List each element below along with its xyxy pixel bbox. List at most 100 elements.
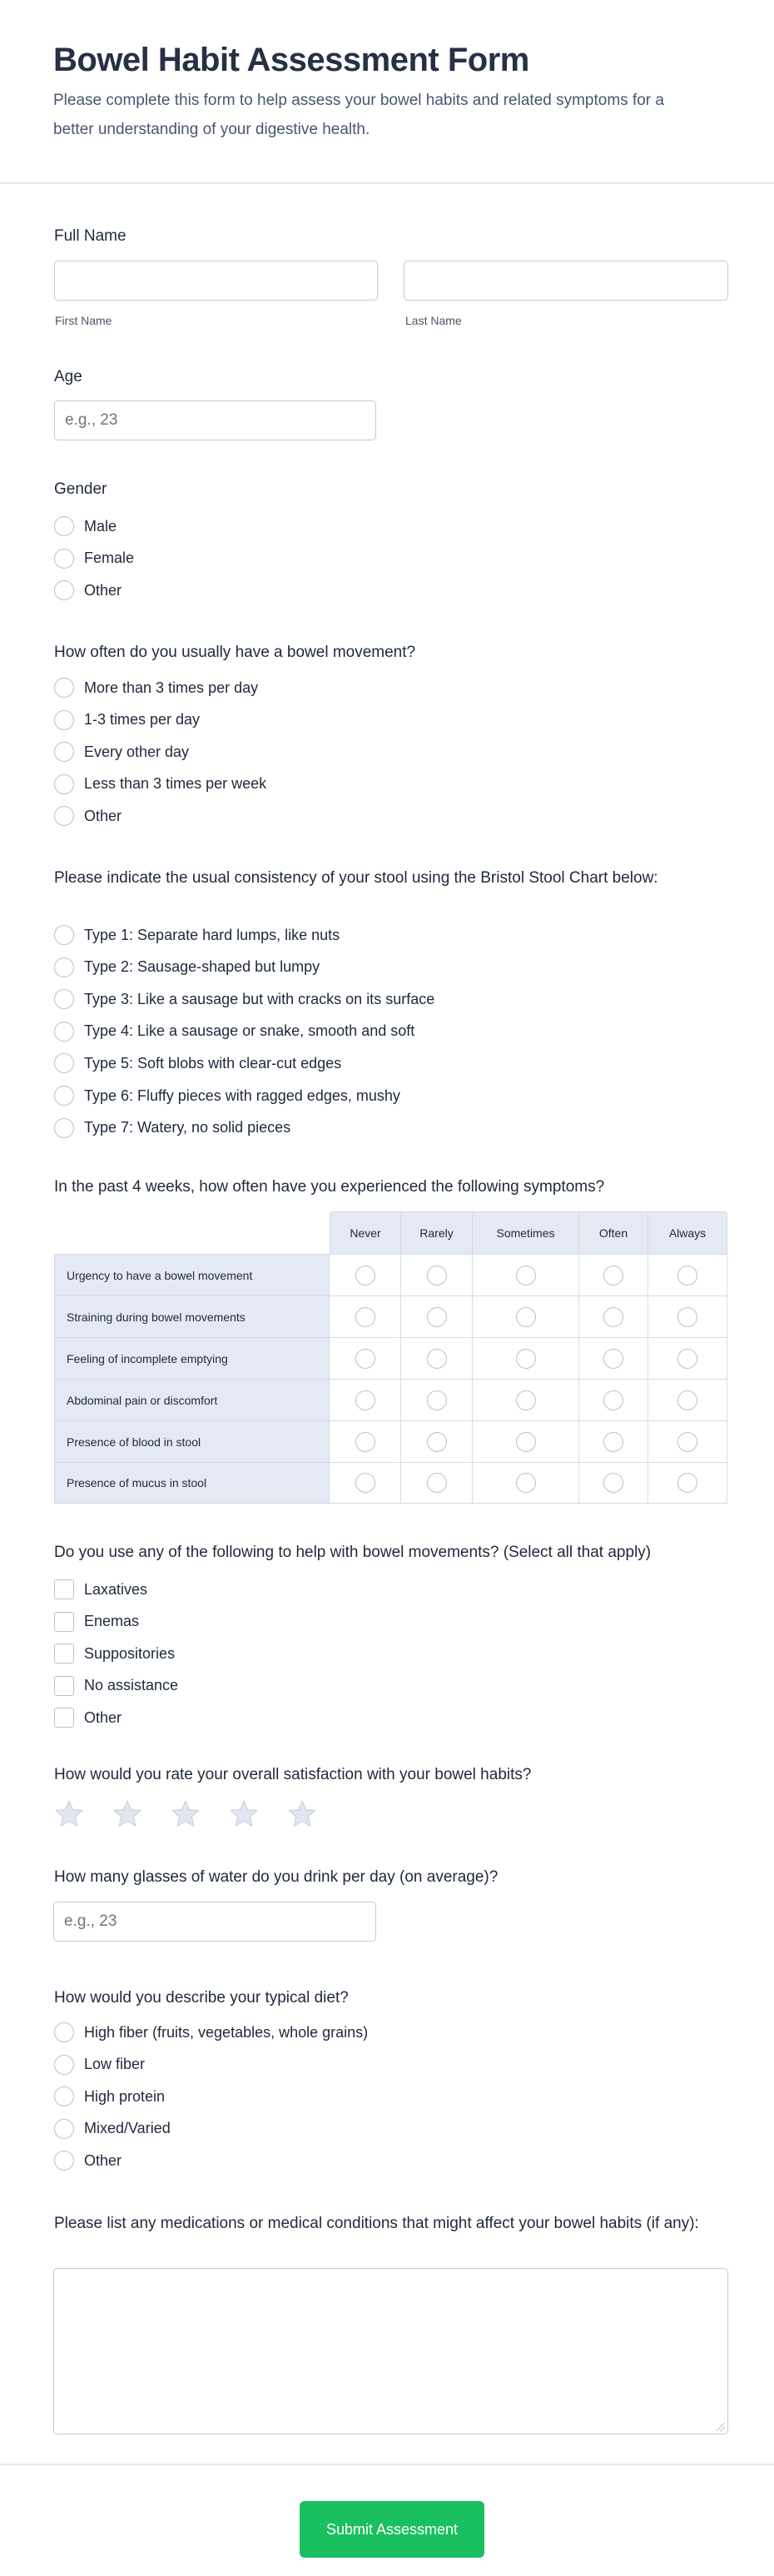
radio-button[interactable] (54, 678, 74, 698)
matrix-radio-button[interactable] (515, 1348, 536, 1369)
matrix-radio-button[interactable] (515, 1390, 536, 1410)
matrix-radio-button[interactable] (677, 1431, 697, 1452)
water-input[interactable] (53, 1902, 376, 1942)
radio-button[interactable] (54, 709, 74, 730)
matrix-radio-button[interactable] (426, 1265, 447, 1286)
bristol-option[interactable]: Type 7: Watery, no solid pieces (54, 1117, 290, 1139)
matrix-radio-button[interactable] (603, 1390, 623, 1410)
radio-button[interactable] (54, 2054, 74, 2075)
radio-button[interactable] (54, 1021, 74, 1042)
diet-option[interactable]: Mixed/Varied (54, 2118, 171, 2140)
matrix-radio-button[interactable] (355, 1265, 375, 1286)
matrix-radio-button[interactable] (355, 1473, 375, 1493)
radio-button[interactable] (54, 516, 74, 536)
frequency-option[interactable]: Every other day (54, 741, 189, 763)
frequency-option[interactable]: Less than 3 times per week (54, 773, 266, 795)
matrix-cell (579, 1254, 648, 1295)
matrix-radio-button[interactable] (677, 1265, 697, 1286)
radio-button[interactable] (54, 2086, 74, 2107)
gender-option[interactable]: Other (54, 579, 122, 601)
matrix-radio-button[interactable] (515, 1473, 536, 1493)
radio-button[interactable] (54, 2151, 74, 2171)
bristol-option[interactable]: Type 1: Separate hard lumps, like nuts (54, 924, 340, 946)
aids-option[interactable]: No assistance (54, 1675, 178, 1697)
diet-option[interactable]: Low fiber (54, 2054, 145, 2076)
last-name-input[interactable] (404, 261, 728, 301)
radio-button[interactable] (54, 2118, 74, 2139)
checkbox[interactable] (54, 1644, 74, 1664)
star-icon[interactable] (170, 1798, 201, 1830)
matrix-cell (473, 1462, 579, 1504)
bristol-option[interactable]: Type 6: Fluffy pieces with ragged edges,… (54, 1085, 400, 1106)
aids-label: Do you use any of the following to help … (54, 1544, 652, 1561)
star-icon[interactable] (53, 1798, 85, 1830)
diet-option[interactable]: High fiber (fruits, vegetables, whole gr… (54, 2022, 368, 2043)
matrix-radio-button[interactable] (515, 1265, 536, 1286)
bristol-option[interactable]: Type 4: Like a sausage or snake, smooth … (54, 1021, 414, 1042)
matrix-radio-button[interactable] (677, 1390, 697, 1410)
matrix-radio-button[interactable] (677, 1348, 697, 1369)
diet-option[interactable]: High protein (54, 2086, 165, 2107)
checkbox[interactable] (54, 1675, 74, 1696)
gender-option[interactable]: Female (54, 548, 134, 569)
matrix-radio-button[interactable] (677, 1473, 697, 1493)
radio-button[interactable] (54, 548, 74, 569)
option-label: 1-3 times per day (84, 711, 201, 729)
bristol-option[interactable]: Type 3: Like a sausage but with cracks o… (54, 988, 434, 1010)
matrix-radio-button[interactable] (515, 1306, 536, 1327)
matrix-radio-button[interactable] (603, 1265, 623, 1286)
matrix-radio-button[interactable] (426, 1431, 447, 1452)
matrix-radio-button[interactable] (426, 1473, 447, 1493)
radio-button[interactable] (54, 773, 74, 794)
first-name-input[interactable] (54, 261, 378, 301)
diet-option[interactable]: Other (54, 2150, 122, 2171)
frequency-option[interactable]: More than 3 times per day (54, 677, 258, 699)
matrix-cell (473, 1379, 579, 1420)
bristol-option[interactable]: Type 2: Sausage-shaped but lumpy (54, 957, 320, 978)
matrix-radio-button[interactable] (603, 1431, 623, 1452)
checkbox[interactable] (54, 1579, 74, 1599)
radio-button[interactable] (54, 957, 74, 977)
age-input[interactable] (54, 400, 376, 440)
radio-button[interactable] (54, 1086, 74, 1106)
medications-textarea[interactable] (53, 2268, 728, 2434)
radio-button[interactable] (54, 2022, 74, 2042)
matrix-row-label: Presence of mucus in stool (54, 1462, 330, 1504)
radio-button[interactable] (54, 1053, 74, 1074)
resize-handle-icon[interactable] (717, 2423, 725, 2431)
matrix-radio-button[interactable] (603, 1306, 623, 1327)
submit-button[interactable]: Submit Assessment (300, 2501, 484, 2558)
aids-option[interactable]: Enemas (54, 1611, 139, 1633)
matrix-radio-button[interactable] (355, 1390, 375, 1410)
frequency-option[interactable]: Other (54, 805, 122, 827)
radio-button[interactable] (54, 1117, 74, 1138)
gender-option[interactable]: Male (54, 515, 117, 537)
radio-button[interactable] (54, 806, 74, 827)
matrix-radio-button[interactable] (515, 1431, 536, 1452)
aids-option[interactable]: Suppositories (54, 1643, 175, 1664)
matrix-radio-button[interactable] (355, 1348, 375, 1369)
frequency-option[interactable]: 1-3 times per day (54, 709, 200, 731)
star-icon[interactable] (286, 1798, 318, 1830)
matrix-radio-button[interactable] (426, 1348, 447, 1369)
matrix-radio-button[interactable] (355, 1306, 375, 1327)
aids-option[interactable]: Laxatives (54, 1579, 147, 1600)
matrix-column-header: Sometimes (473, 1211, 579, 1254)
star-icon[interactable] (228, 1798, 260, 1830)
matrix-radio-button[interactable] (426, 1390, 447, 1410)
aids-option[interactable]: Other (54, 1707, 122, 1728)
bristol-option[interactable]: Type 5: Soft blobs with clear-cut edges (54, 1052, 341, 1074)
radio-button[interactable] (54, 925, 74, 945)
matrix-radio-button[interactable] (355, 1431, 375, 1452)
radio-button[interactable] (54, 989, 74, 1010)
matrix-radio-button[interactable] (603, 1348, 623, 1369)
checkbox[interactable] (54, 1708, 74, 1728)
matrix-radio-button[interactable] (426, 1306, 447, 1327)
checkbox[interactable] (54, 1611, 74, 1632)
symptoms-label: In the past 4 weeks, how often have you … (54, 1178, 605, 1196)
star-icon[interactable] (112, 1798, 143, 1830)
radio-button[interactable] (54, 580, 74, 601)
matrix-radio-button[interactable] (603, 1473, 623, 1493)
matrix-radio-button[interactable] (677, 1306, 697, 1327)
radio-button[interactable] (54, 742, 74, 763)
